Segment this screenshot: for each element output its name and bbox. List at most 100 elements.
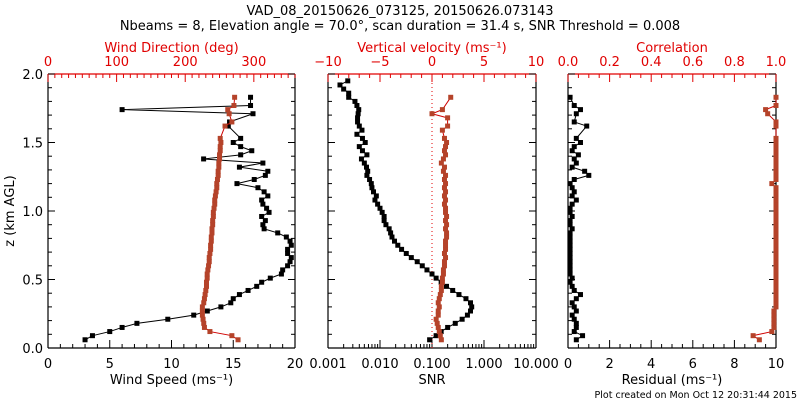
data-point [575,152,581,158]
data-point [345,78,351,84]
data-point [771,320,777,326]
data-point [201,300,207,306]
data-point [434,320,440,326]
data-point [285,250,291,256]
data-point [773,226,779,232]
data-point [210,218,216,224]
data-point [234,181,240,187]
data-point [373,193,379,199]
data-point [379,209,385,215]
x-tick-label: 6 [689,357,697,372]
data-point [443,152,449,158]
data-point [226,111,232,117]
panel-wind: 0.0 0.5 1.0 1.5 2.0 z (km AGL) 0 5 10 15 20 Wind Sp… [3,41,303,388]
data-point [773,193,779,199]
data-point [217,148,223,154]
data-point [209,230,215,236]
data-point [214,181,220,187]
data-point [249,148,255,154]
data-point [438,287,444,293]
top-tick-label: −5 [370,55,389,70]
data-point [567,259,573,265]
data-point [354,103,360,109]
data-point [773,213,779,219]
data-point [433,333,439,339]
data-point [571,144,577,150]
data-point [567,181,573,187]
data-point [567,271,573,277]
x-tick-label: 0 [44,357,52,372]
data-point [248,103,254,109]
data-point [210,209,216,215]
data-point [119,107,125,113]
figure-title-line2: Nbeams = 8, Elevation angle = 70.0°, sca… [120,19,680,34]
data-point [773,296,779,302]
data-point [107,329,113,335]
data-point [408,255,414,261]
data-point [443,246,449,252]
data-point [359,135,365,141]
data-point [381,218,387,224]
data-point [569,193,575,199]
data-point [207,329,213,335]
data-point [261,189,267,195]
top-tick-label: 300 [241,55,266,70]
data-point [443,218,449,224]
data-point [450,287,456,293]
data-point [424,267,430,273]
data-point [230,296,236,302]
data-point [356,123,362,129]
series-wind-speed [82,94,294,343]
data-point [259,279,265,285]
data-point [444,213,450,219]
data-point [440,267,446,273]
data-point [773,242,779,248]
panel-residual: 0 2 4 6 8 10 Residual (ms⁻¹) 0.0 0.2 0.4 0.6 0.8 1.0… [558,41,787,388]
data-point [773,292,779,298]
data-point [443,283,449,289]
data-point [773,300,779,306]
data-point [769,329,775,335]
data-point [773,263,779,269]
data-point [435,312,441,318]
data-point [443,238,449,244]
data-point [773,246,779,252]
top-tick-label: −10 [314,55,341,70]
data-point [580,333,586,339]
series-snr [337,78,475,343]
data-point [438,337,444,343]
data-point [191,312,197,318]
series-residual [567,94,592,343]
data-point [577,107,583,113]
data-point [218,140,224,145]
data-point [773,156,779,162]
data-point [278,271,284,277]
data-point [429,271,435,277]
data-point [236,292,242,298]
data-point [773,267,779,273]
data-point [773,205,779,211]
data-point [354,131,360,137]
data-point [773,279,779,285]
data-point [225,123,231,129]
data-point [433,316,439,322]
data-point [567,234,573,240]
top-axis-label: Correlation [636,41,708,56]
top-tick-label: 0.4 [641,55,662,70]
data-point [235,337,241,343]
data-point [573,135,579,141]
data-point [262,218,268,224]
data-point [245,287,251,293]
data-point [773,304,779,310]
data-point [208,234,214,240]
data-point [444,222,450,228]
data-point [165,316,171,322]
data-point [567,250,573,256]
data-point [567,218,573,224]
data-point [773,275,779,281]
data-point [756,337,762,343]
data-point [773,259,779,265]
data-point [287,259,293,265]
data-point [280,267,286,273]
data-point [89,333,95,339]
